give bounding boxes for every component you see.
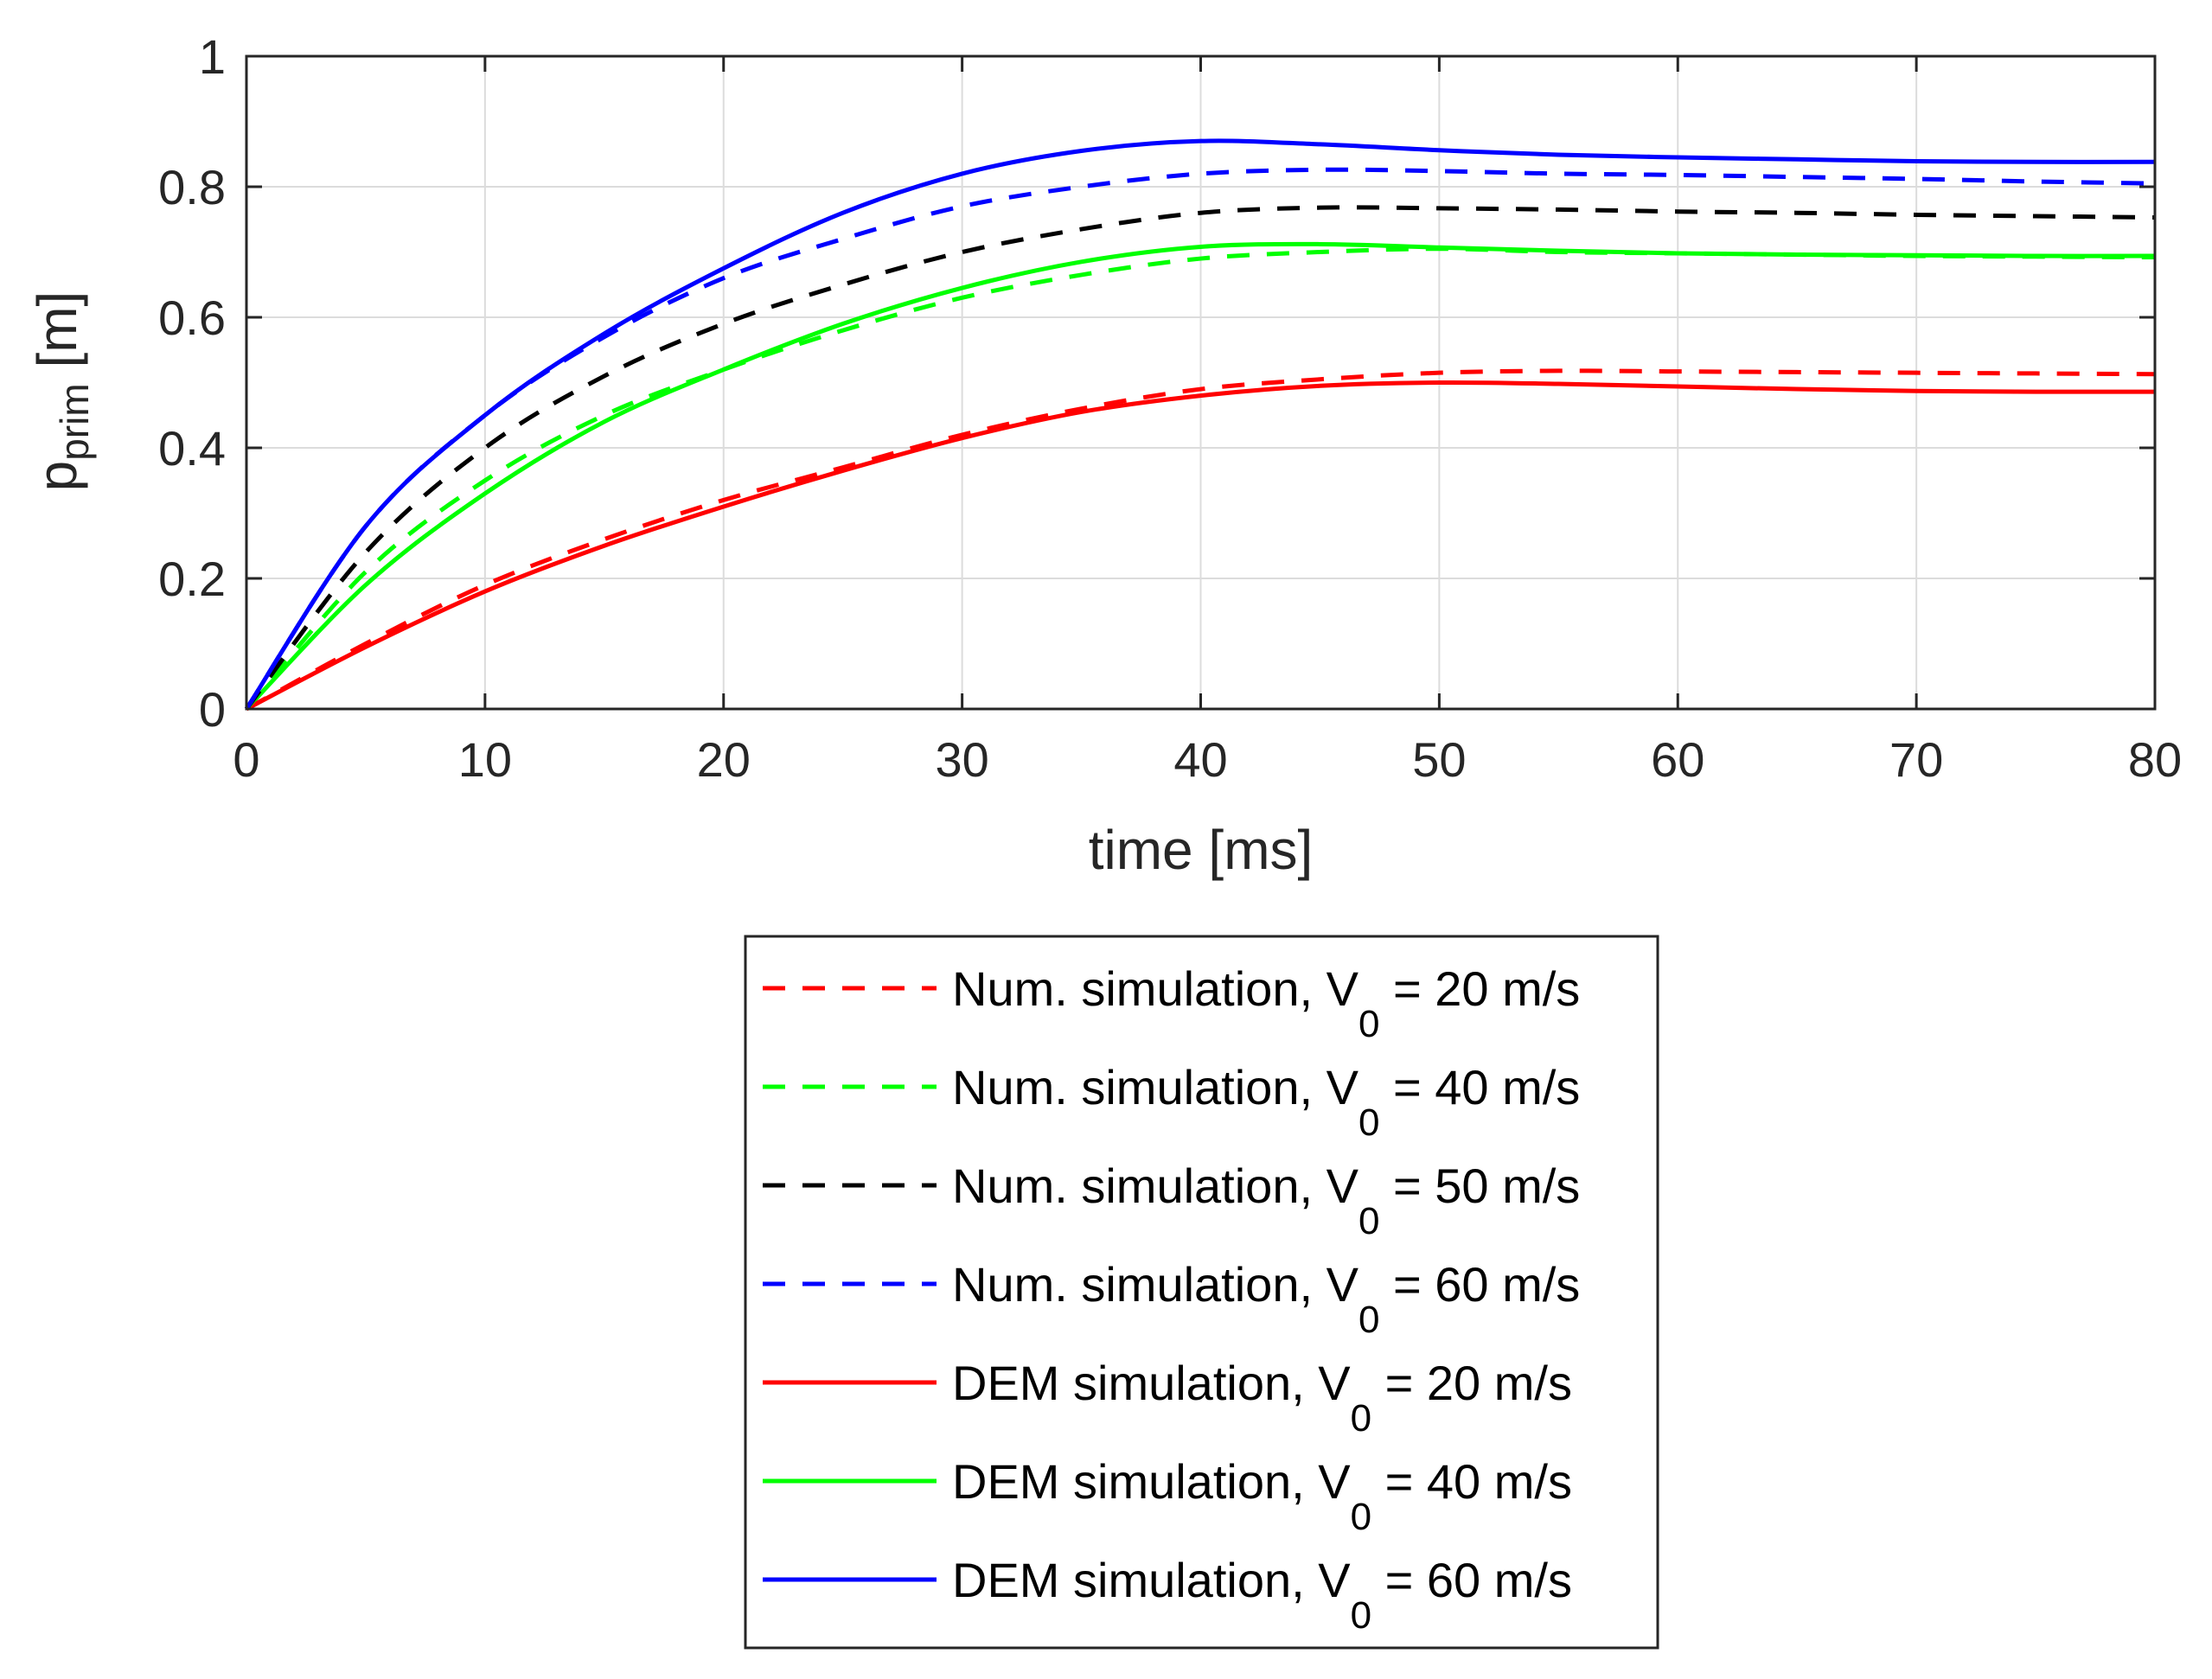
legend-box <box>744 935 1659 1650</box>
series-line-6 <box>245 241 2156 711</box>
legend-entry: Num. simulation, V0 = 40 m/s <box>763 1060 1580 1144</box>
x-axis-label: time [ms] <box>1089 819 1314 881</box>
legend-label-subscript: 0 <box>1359 1101 1379 1144</box>
legend-label-subscript: 0 <box>1359 1200 1379 1242</box>
x-tick-label: 10 <box>458 732 512 787</box>
y-tick-label: 0.8 <box>158 160 226 214</box>
y-tick-label: 0.2 <box>158 552 226 606</box>
plot-area: 0 10 20 30 40 50 60 70 80 0 0.2 0.4 0.6 0.8 1 <box>158 29 2182 787</box>
legend-label: DEM simulation, V0 = 40 m/s <box>952 1454 1572 1538</box>
legend-entry: DEM simulation, V0 = 60 m/s <box>763 1553 1572 1637</box>
legend-entry: Num. simulation, V0 = 50 m/s <box>763 1159 1580 1242</box>
legend-label-text: Num. simulation, V <box>952 1159 1359 1213</box>
legend-label-text: Num. simulation, V <box>952 1257 1359 1312</box>
legend-entry: Num. simulation, V0 = 20 m/s <box>763 961 1580 1045</box>
y-tick-label: 1 <box>199 29 226 84</box>
legend-label: Num. simulation, V0 = 60 m/s <box>952 1257 1580 1341</box>
legend-label-text: Num. simulation, V <box>952 961 1359 1016</box>
axis-ticks: 0 10 20 30 40 50 60 70 80 0 0.2 0.4 0.6 0.8 1 <box>158 29 2182 787</box>
legend-label: Num. simulation, V0 = 20 m/s <box>952 961 1580 1045</box>
legend-label-suffix: = 20 m/s <box>1379 961 1580 1016</box>
x-tick-label: 40 <box>1173 732 1227 787</box>
legend-label-suffix: = 50 m/s <box>1379 1159 1580 1213</box>
y-axis-label-main: p <box>26 461 88 492</box>
series-line-7 <box>244 138 2156 711</box>
legend-entry: DEM simulation, V0 = 20 m/s <box>763 1356 1572 1440</box>
x-tick-label: 60 <box>1651 732 1704 787</box>
legend-label: DEM simulation, V0 = 20 m/s <box>952 1356 1572 1440</box>
legend-label-suffix: = 60 m/s <box>1379 1257 1580 1312</box>
series-line-4 <box>244 167 2156 711</box>
legend-entry: Num. simulation, V0 = 60 m/s <box>763 1257 1580 1341</box>
y-axis-label-subscript: prim <box>52 383 97 460</box>
legend-label-text: DEM simulation, V <box>952 1553 1351 1607</box>
legend-label-text: Num. simulation, V <box>952 1060 1359 1114</box>
legend-label-subscript: 0 <box>1351 1594 1371 1637</box>
legend-label-suffix: = 40 m/s <box>1371 1454 1572 1509</box>
series-line-5 <box>245 380 2156 712</box>
legend-label-text: DEM simulation, V <box>952 1356 1351 1410</box>
legend-label: Num. simulation, V0 = 50 m/s <box>952 1159 1580 1242</box>
x-tick-label: 0 <box>233 732 259 787</box>
legend-label-subscript: 0 <box>1351 1496 1371 1538</box>
series-lines <box>244 138 2156 712</box>
x-tick-label: 70 <box>1889 732 1943 787</box>
legend-label-subscript: 0 <box>1351 1397 1371 1440</box>
grid-lines <box>246 56 2155 709</box>
legend-label-suffix: = 40 m/s <box>1379 1060 1580 1114</box>
x-tick-label: 20 <box>697 732 751 787</box>
x-tick-label: 80 <box>2128 732 2182 787</box>
series-line-1 <box>245 368 2156 712</box>
legend-label: DEM simulation, V0 = 60 m/s <box>952 1553 1572 1637</box>
legend-label-suffix: = 20 m/s <box>1371 1356 1572 1410</box>
y-axis-label: pprim [m] <box>26 291 97 492</box>
y-tick-label: 0 <box>199 682 226 737</box>
legend-label-subscript: 0 <box>1359 1299 1379 1341</box>
legend-label: Num. simulation, V0 = 40 m/s <box>952 1060 1580 1144</box>
legend-label-text: DEM simulation, V <box>952 1454 1351 1509</box>
y-tick-label: 0.4 <box>158 421 226 476</box>
legend-label-suffix: = 60 m/s <box>1371 1553 1572 1607</box>
x-tick-label: 30 <box>935 732 988 787</box>
y-axis-label-unit: [m] <box>26 291 88 384</box>
legend-entry: DEM simulation, V0 = 40 m/s <box>763 1454 1572 1538</box>
y-tick-label: 0.6 <box>158 290 226 345</box>
legend-label-subscript: 0 <box>1359 1003 1379 1045</box>
series-line-3 <box>245 205 2156 711</box>
x-tick-label: 50 <box>1412 732 1466 787</box>
